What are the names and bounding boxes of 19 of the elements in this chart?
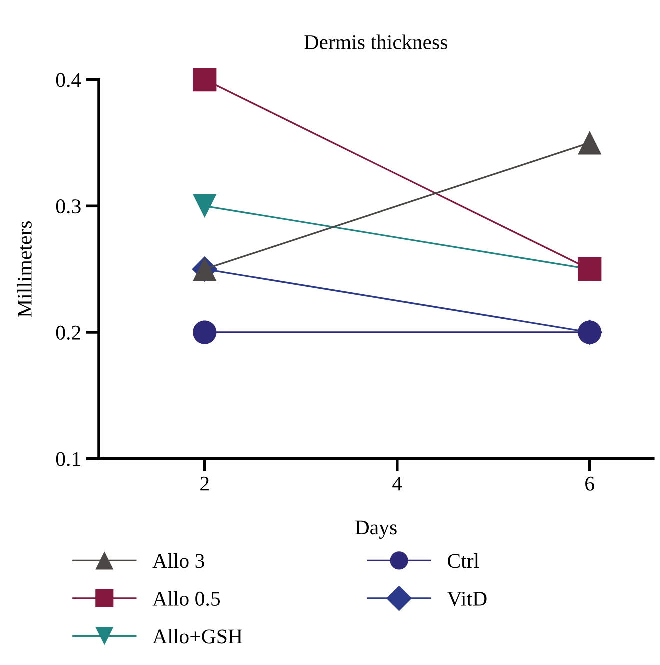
legend-label: Allo 0.5 — [152, 591, 220, 606]
x-tick-label: 2 — [200, 476, 209, 491]
legend-label: Ctrl — [448, 554, 480, 568]
y-tick-label: 0.1 — [56, 452, 80, 466]
x-tick-label: 6 — [586, 476, 594, 491]
y-tick-label: 0.4 — [56, 73, 82, 88]
y-axis-title: Millimeters — [17, 221, 32, 318]
point — [193, 320, 217, 344]
chart-title: Dermis thickness — [304, 34, 448, 50]
y-tick-label: 0.3 — [56, 200, 81, 214]
legend-label: VitD — [447, 592, 487, 606]
point — [193, 194, 217, 218]
point — [193, 68, 217, 92]
legend-label: Allo+GSH — [152, 629, 242, 644]
x-tick-label: 4 — [392, 476, 402, 491]
point — [578, 131, 602, 155]
y-tick-label: 0.2 — [56, 326, 80, 340]
legend-label: Allo 3 — [152, 554, 204, 568]
x-axis-title: Days — [355, 520, 397, 539]
